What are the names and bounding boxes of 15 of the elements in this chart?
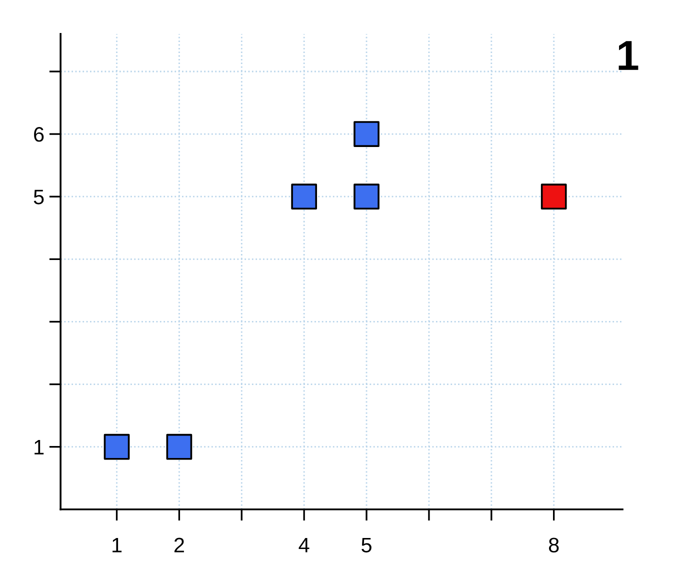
y-tick-label: 1	[34, 440, 44, 454]
x-tick-label: 8	[548, 538, 559, 552]
point	[166, 434, 192, 460]
x-tick-label: 2	[174, 538, 184, 552]
x-tick-label: 5	[362, 538, 372, 552]
y-tick-label: 6	[34, 127, 44, 142]
point	[354, 184, 380, 210]
point	[540, 184, 567, 210]
x-tick-label: 1	[112, 538, 122, 552]
y-tick-label: 5	[34, 190, 44, 204]
x-tick-label: 4	[298, 538, 310, 552]
point	[354, 121, 380, 147]
annotation: 1	[618, 41, 638, 70]
point	[104, 434, 130, 460]
point	[291, 184, 318, 210]
